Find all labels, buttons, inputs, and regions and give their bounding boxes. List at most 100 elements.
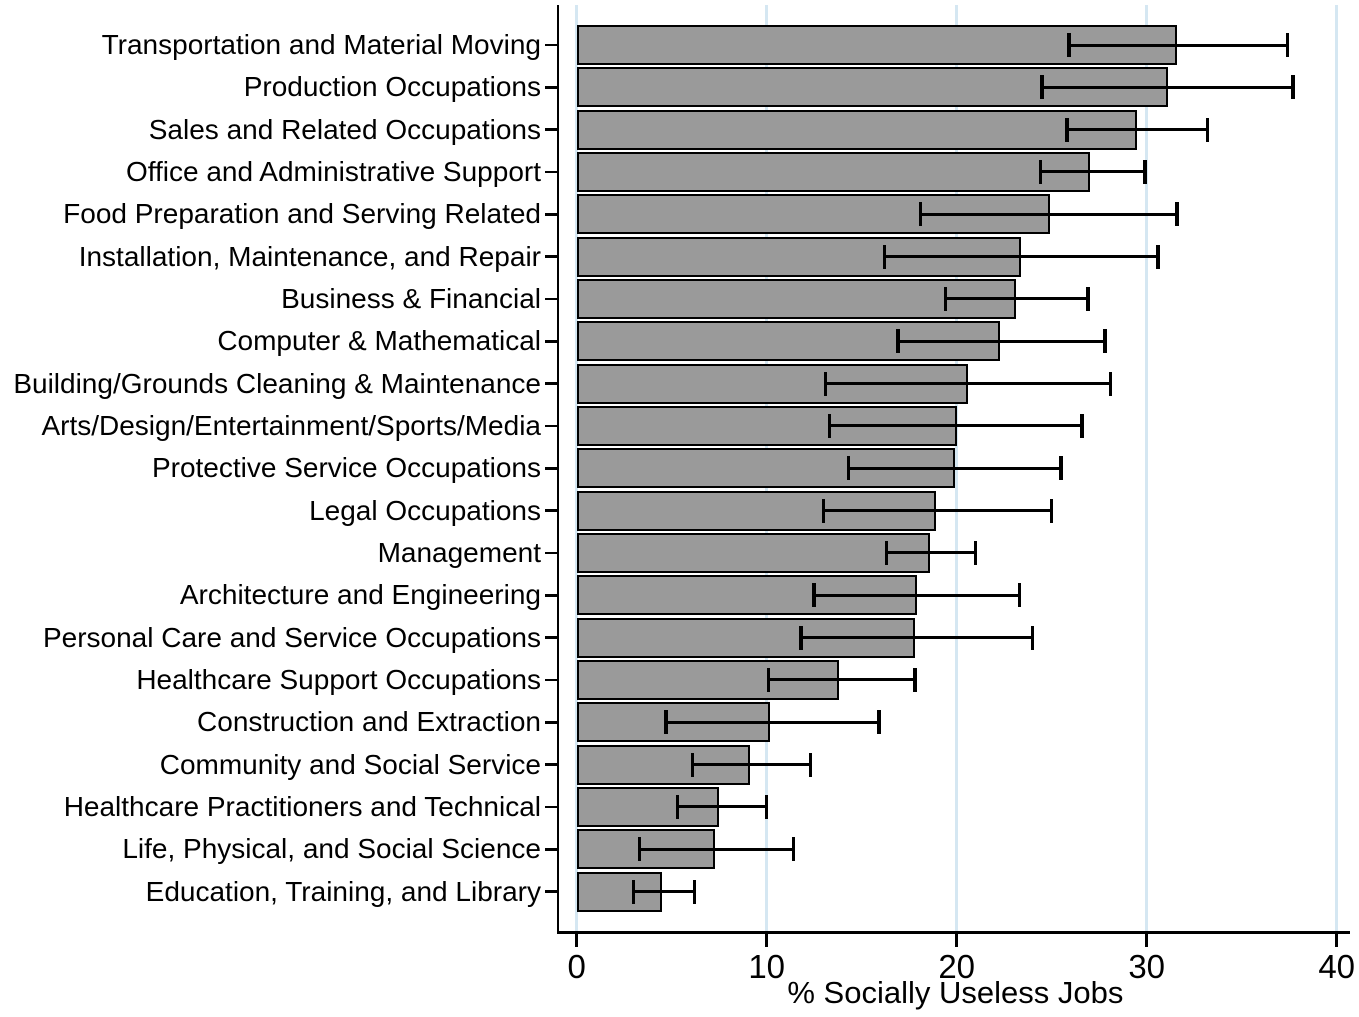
error-bar-cap bbox=[1017, 583, 1022, 608]
y-axis-tick bbox=[544, 509, 559, 512]
y-axis-tick bbox=[544, 721, 559, 724]
bar bbox=[576, 278, 1016, 319]
category-label: Management bbox=[377, 536, 541, 568]
y-axis-category-labels: Transportation and Material Moving Produc… bbox=[0, 0, 541, 1017]
error-bar-line bbox=[633, 890, 695, 894]
error-bar-cap bbox=[1067, 33, 1071, 57]
error-bar-cap bbox=[808, 752, 813, 777]
error-bar-cap bbox=[690, 752, 695, 777]
category-label: Food Preparation and Serving Related bbox=[63, 198, 541, 230]
y-axis-tick bbox=[544, 594, 559, 597]
category-label: Community and Social Service bbox=[159, 748, 541, 780]
error-bar-line bbox=[692, 763, 811, 767]
x-axis-tick bbox=[575, 933, 578, 947]
error-bar-cap bbox=[882, 244, 887, 269]
error-bar-line bbox=[768, 678, 915, 682]
error-bar-cap bbox=[1065, 117, 1069, 142]
error-bar-cap bbox=[1049, 498, 1054, 523]
error-bar-cap bbox=[1080, 413, 1084, 438]
x-axis-tick-label: 10 bbox=[748, 948, 786, 985]
error-bar-cap bbox=[1156, 244, 1160, 269]
category-label: Architecture and Engineering bbox=[179, 579, 541, 611]
error-bar-cap bbox=[1291, 75, 1295, 100]
category-label: Healthcare Practitioners and Technical bbox=[63, 790, 541, 822]
error-bar-line bbox=[1042, 85, 1293, 89]
x-axis-tick-label: 40 bbox=[1318, 948, 1356, 985]
error-bar-cap bbox=[943, 286, 948, 311]
error-bar-cap bbox=[918, 202, 923, 227]
y-axis-tick bbox=[544, 467, 559, 470]
error-bar-cap bbox=[692, 879, 697, 904]
error-bar-cap bbox=[637, 837, 642, 862]
category-label: Construction and Extraction bbox=[197, 706, 541, 738]
error-bar-cap bbox=[1059, 456, 1063, 481]
error-bar-cap bbox=[1086, 286, 1090, 311]
y-axis-tick bbox=[544, 848, 559, 851]
error-bar-line bbox=[800, 636, 1033, 640]
error-bar-cap bbox=[1030, 625, 1035, 650]
error-bar-line bbox=[884, 255, 1159, 259]
category-label: Computer & Mathematical bbox=[217, 325, 541, 357]
error-bar-cap bbox=[823, 371, 828, 396]
error-bar-cap bbox=[1038, 159, 1043, 184]
error-bar-cap bbox=[631, 879, 636, 904]
error-bar-cap bbox=[913, 667, 917, 692]
x-axis-tick-label: 30 bbox=[1128, 948, 1166, 985]
gridline bbox=[1335, 5, 1339, 931]
x-axis-tick bbox=[765, 933, 768, 947]
y-axis-tick bbox=[544, 213, 559, 216]
y-axis-tick bbox=[544, 86, 559, 89]
y-axis-tick bbox=[544, 890, 559, 893]
error-bar-line bbox=[829, 424, 1083, 428]
error-bar-cap bbox=[1285, 33, 1290, 57]
error-bar-line bbox=[886, 551, 976, 555]
error-bar-cap bbox=[827, 413, 832, 438]
y-axis-tick bbox=[544, 170, 559, 174]
bar bbox=[576, 321, 1001, 362]
error-bar-cap bbox=[799, 625, 803, 650]
category-label: Life, Physical, and Social Science bbox=[122, 833, 541, 865]
category-label: Transportation and Material Moving bbox=[101, 29, 541, 60]
category-label: Building/Grounds Cleaning & Maintenance bbox=[13, 367, 541, 399]
error-bar-cap bbox=[675, 794, 680, 819]
category-label: Installation, Maintenance, and Repair bbox=[78, 240, 541, 272]
y-axis-tick bbox=[544, 805, 559, 809]
error-bar-cap bbox=[764, 794, 769, 819]
y-axis-tick bbox=[544, 636, 559, 639]
error-bar-cap bbox=[1040, 75, 1044, 100]
x-axis-tick bbox=[955, 933, 958, 947]
error-bar-cap bbox=[664, 710, 668, 735]
category-label: Personal Care and Service Occupations bbox=[42, 621, 541, 653]
y-axis-tick bbox=[544, 678, 559, 682]
error-bar-line bbox=[1066, 128, 1208, 132]
category-label: Arts/Design/Entertainment/Sports/Media bbox=[41, 409, 541, 441]
y-axis-tick bbox=[544, 43, 559, 47]
gridline bbox=[1145, 5, 1149, 931]
error-bar-line bbox=[825, 382, 1111, 386]
bar bbox=[576, 532, 931, 573]
category-label: Sales and Related Occupations bbox=[148, 113, 541, 145]
category-label: Legal Occupations bbox=[309, 494, 541, 526]
error-bar-line bbox=[823, 509, 1052, 513]
x-axis-tick bbox=[1335, 933, 1338, 947]
y-axis-tick bbox=[544, 297, 559, 301]
y-axis-tick bbox=[544, 763, 559, 766]
category-label: Protective Service Occupations bbox=[151, 452, 541, 484]
error-bar-cap bbox=[821, 498, 826, 523]
bar bbox=[576, 109, 1138, 150]
x-axis-tick bbox=[1145, 933, 1148, 947]
error-bar-line bbox=[666, 720, 879, 724]
error-bar-line bbox=[814, 593, 1020, 597]
y-axis-tick bbox=[544, 382, 559, 385]
error-bar-line bbox=[945, 297, 1088, 301]
bar bbox=[576, 151, 1090, 192]
y-axis-tick bbox=[544, 255, 559, 258]
y-axis-line bbox=[556, 5, 560, 934]
error-bar-cap bbox=[884, 540, 889, 565]
error-bar-line bbox=[1068, 43, 1288, 47]
error-bar-line bbox=[848, 466, 1062, 470]
error-bar-cap bbox=[791, 837, 796, 862]
x-axis-title: % Socially Useless Jobs bbox=[787, 975, 1124, 1010]
category-label: Education, Training, and Library bbox=[145, 875, 541, 907]
